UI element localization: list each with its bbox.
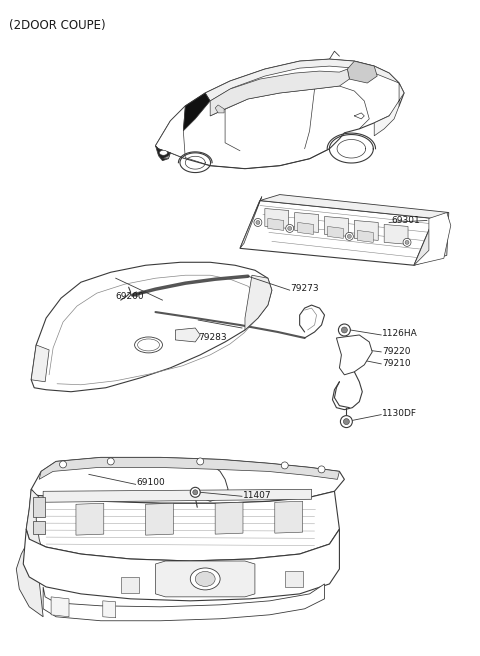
- Circle shape: [190, 487, 200, 497]
- Polygon shape: [240, 201, 434, 265]
- Polygon shape: [384, 224, 408, 244]
- Polygon shape: [156, 561, 255, 597]
- Text: 79210: 79210: [382, 359, 411, 369]
- Ellipse shape: [159, 150, 168, 155]
- Circle shape: [288, 226, 292, 230]
- Polygon shape: [215, 105, 224, 113]
- Polygon shape: [51, 597, 69, 617]
- Text: 79283: 79283: [198, 333, 227, 342]
- Circle shape: [318, 466, 325, 473]
- Polygon shape: [374, 83, 404, 136]
- Text: 1130DF: 1130DF: [382, 409, 417, 418]
- Polygon shape: [336, 335, 372, 375]
- Polygon shape: [354, 220, 378, 240]
- Circle shape: [338, 324, 350, 336]
- Polygon shape: [285, 571, 302, 587]
- Circle shape: [197, 458, 204, 465]
- Polygon shape: [357, 230, 373, 242]
- Polygon shape: [275, 501, 302, 533]
- Polygon shape: [265, 209, 288, 228]
- Polygon shape: [156, 59, 404, 169]
- Polygon shape: [245, 276, 272, 330]
- Polygon shape: [215, 502, 243, 534]
- Polygon shape: [23, 529, 339, 601]
- Polygon shape: [414, 213, 451, 265]
- Polygon shape: [175, 328, 200, 342]
- Ellipse shape: [138, 339, 159, 351]
- Text: 79273: 79273: [291, 283, 319, 293]
- Text: 69301: 69301: [391, 216, 420, 225]
- Polygon shape: [16, 489, 43, 617]
- Polygon shape: [43, 489, 312, 502]
- Circle shape: [193, 490, 198, 495]
- Polygon shape: [183, 93, 210, 131]
- Polygon shape: [205, 59, 399, 101]
- Circle shape: [254, 218, 262, 226]
- Polygon shape: [33, 497, 45, 517]
- Circle shape: [281, 462, 288, 469]
- Polygon shape: [156, 146, 170, 161]
- Polygon shape: [156, 106, 185, 159]
- Polygon shape: [348, 61, 377, 83]
- Polygon shape: [295, 213, 319, 232]
- Polygon shape: [240, 197, 262, 249]
- Polygon shape: [31, 345, 49, 382]
- Polygon shape: [414, 213, 449, 265]
- Polygon shape: [31, 262, 272, 392]
- Text: 69100: 69100: [137, 478, 165, 487]
- Circle shape: [403, 238, 411, 247]
- Polygon shape: [298, 222, 313, 234]
- Circle shape: [256, 220, 260, 224]
- Polygon shape: [260, 195, 449, 218]
- Text: 1126HA: 1126HA: [382, 329, 418, 338]
- Text: (2DOOR COUPE): (2DOOR COUPE): [9, 19, 106, 32]
- Polygon shape: [103, 601, 116, 618]
- Polygon shape: [327, 226, 343, 238]
- Circle shape: [346, 232, 353, 240]
- Polygon shape: [26, 489, 339, 561]
- Polygon shape: [324, 216, 348, 236]
- Polygon shape: [39, 457, 339, 480]
- Circle shape: [405, 240, 409, 244]
- Circle shape: [348, 234, 351, 238]
- Ellipse shape: [190, 568, 220, 590]
- Polygon shape: [76, 503, 104, 535]
- Circle shape: [343, 419, 349, 424]
- Circle shape: [341, 327, 348, 333]
- Circle shape: [60, 461, 67, 468]
- Ellipse shape: [134, 337, 162, 353]
- Polygon shape: [31, 457, 344, 503]
- Polygon shape: [120, 577, 139, 593]
- Text: 79220: 79220: [382, 348, 411, 356]
- Polygon shape: [145, 503, 173, 535]
- Ellipse shape: [195, 571, 215, 586]
- Circle shape: [286, 224, 294, 232]
- Polygon shape: [33, 521, 45, 534]
- Text: 69200: 69200: [116, 292, 144, 300]
- Polygon shape: [162, 153, 170, 159]
- Circle shape: [340, 416, 352, 428]
- Polygon shape: [268, 218, 284, 230]
- Text: 11407: 11407: [243, 491, 272, 500]
- Circle shape: [107, 458, 114, 465]
- Polygon shape: [43, 584, 324, 621]
- Polygon shape: [210, 69, 349, 116]
